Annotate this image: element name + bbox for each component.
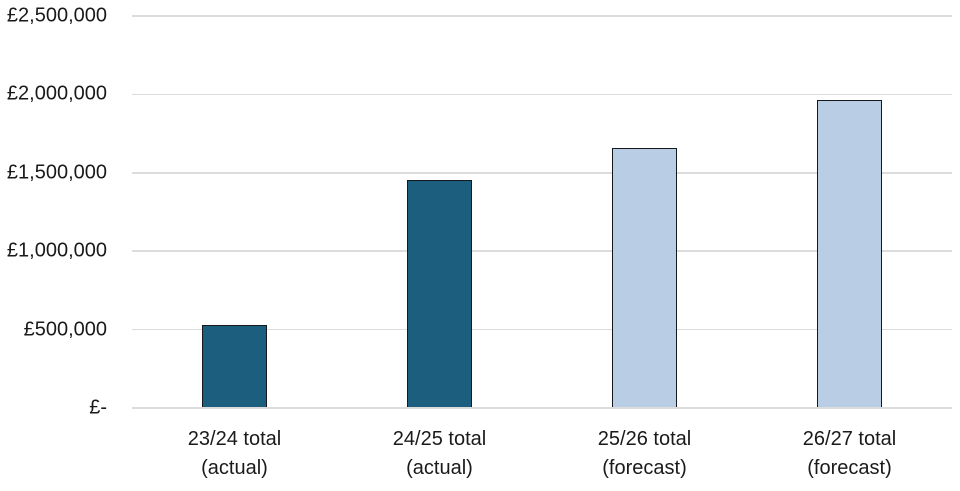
y-axis: £- £500,000 £1,000,000 £1,500,000 £2,000,000… (0, 0, 107, 491)
bar-4 (817, 99, 882, 408)
y-axis-tick-label: £- (89, 396, 107, 419)
bar-2 (407, 179, 472, 408)
bar-1 (202, 324, 267, 408)
bar-3 (612, 147, 677, 408)
gridline (132, 250, 952, 252)
gridline (132, 328, 952, 331)
x-axis-line (132, 407, 952, 409)
y-axis-tick-label: £2,500,000 (6, 4, 107, 27)
y-axis-tick-label: £1,000,000 (6, 239, 107, 262)
x-axis-category-label: 24/25 total (actual) (392, 428, 487, 479)
plot-area (132, 15, 952, 409)
y-axis-tick-label: £500,000 (23, 318, 107, 341)
y-axis-tick-label: £2,000,000 (6, 82, 107, 105)
y-axis-tick-label: £1,500,000 (6, 161, 107, 184)
gridline (132, 93, 952, 96)
x-axis-category-label: 23/24 total (actual) (187, 428, 282, 479)
x-axis-category-label: 25/26 total (forecast) (597, 428, 692, 479)
gridline (132, 172, 952, 174)
x-axis-category-label: 26/27 total (forecast) (802, 428, 897, 479)
x-axis: 23/24 total (actual) 24/25 total (actual)… (0, 425, 960, 491)
gridline (132, 15, 952, 17)
